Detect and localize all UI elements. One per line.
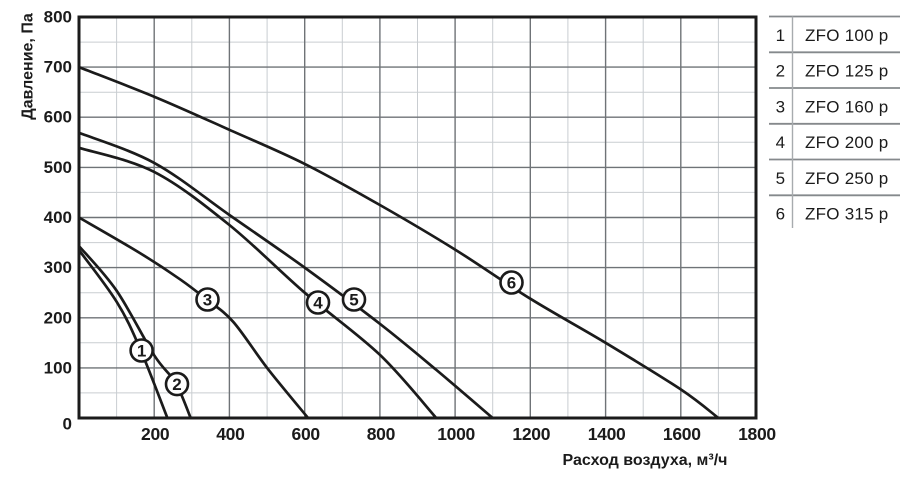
svg-text:3: 3 <box>203 291 212 310</box>
svg-text:1: 1 <box>137 342 146 361</box>
svg-text:4: 4 <box>776 133 786 152</box>
svg-text:1: 1 <box>776 26 786 45</box>
svg-text:2: 2 <box>776 62 786 81</box>
svg-text:200: 200 <box>44 308 72 327</box>
svg-text:1600: 1600 <box>663 424 701 444</box>
svg-text:500: 500 <box>44 158 72 177</box>
svg-text:200: 200 <box>141 424 170 444</box>
svg-text:1200: 1200 <box>512 424 550 444</box>
svg-text:1400: 1400 <box>588 424 626 444</box>
svg-text:1800: 1800 <box>738 424 776 444</box>
svg-text:ZFO 315 р: ZFO 315 р <box>805 205 889 224</box>
svg-text:2: 2 <box>172 375 181 394</box>
svg-text:600: 600 <box>44 108 72 127</box>
svg-text:0: 0 <box>63 414 72 433</box>
svg-text:Расход воздуха, м³/ч: Расход воздуха, м³/ч <box>563 452 728 469</box>
svg-text:4: 4 <box>313 294 323 313</box>
svg-text:700: 700 <box>44 58 72 77</box>
svg-text:100: 100 <box>44 358 72 377</box>
svg-text:ZFO 125 р: ZFO 125 р <box>805 62 889 81</box>
svg-text:3: 3 <box>776 98 786 117</box>
svg-text:5: 5 <box>349 291 358 310</box>
svg-text:800: 800 <box>44 8 72 27</box>
svg-text:ZFO 250 р: ZFO 250 р <box>805 169 889 188</box>
svg-text:800: 800 <box>367 424 396 444</box>
svg-text:5: 5 <box>776 169 786 188</box>
svg-text:ZFO 100 р: ZFO 100 р <box>805 26 889 45</box>
svg-text:6: 6 <box>776 205 786 224</box>
svg-text:400: 400 <box>44 208 72 227</box>
svg-text:ZFO 200 р: ZFO 200 р <box>805 133 889 152</box>
svg-text:Давление, Па: Давление, Па <box>20 13 37 120</box>
svg-text:ZFO 160 р: ZFO 160 р <box>805 98 889 117</box>
svg-text:300: 300 <box>44 258 72 277</box>
svg-text:400: 400 <box>216 424 245 444</box>
svg-text:1000: 1000 <box>437 424 475 444</box>
svg-text:6: 6 <box>507 274 516 293</box>
svg-text:600: 600 <box>292 424 321 444</box>
